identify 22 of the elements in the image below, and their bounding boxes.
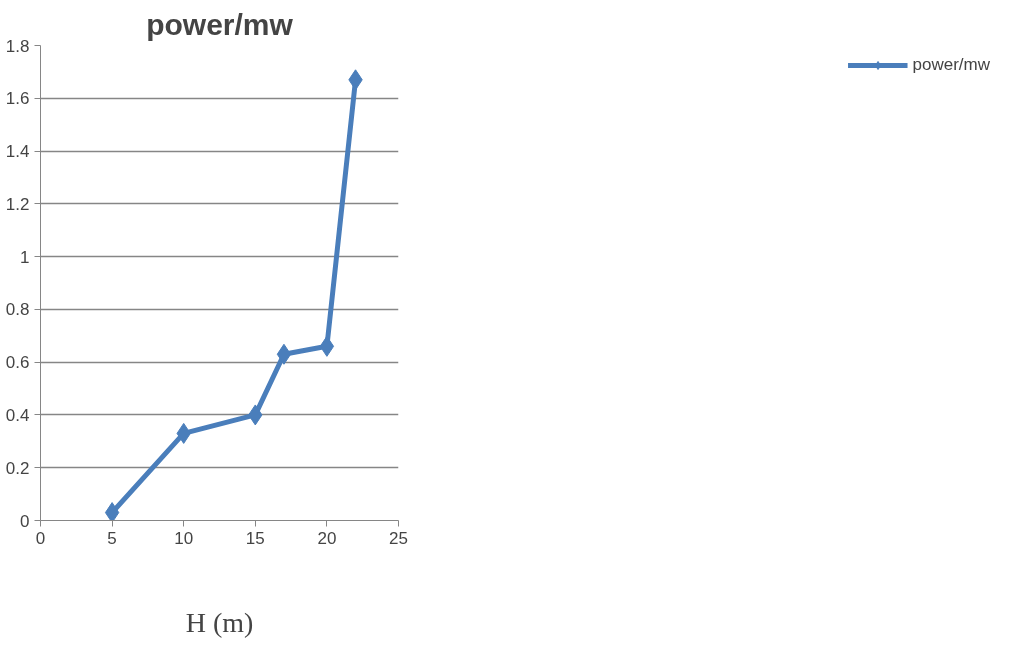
y-tick-label: 1.8 — [5, 36, 30, 56]
point — [276, 343, 292, 365]
x-tick-label: 0 — [35, 528, 46, 548]
y-tick-label: 0.8 — [5, 300, 30, 320]
y-tick-label: 1.4 — [5, 142, 30, 162]
chart-title: power/mw — [146, 7, 294, 41]
y-tick-label: 0.6 — [5, 353, 30, 373]
y-tick-label: 1.2 — [5, 194, 30, 214]
x-tick-label: 5 — [107, 528, 117, 548]
y-tick-label: 0 — [20, 511, 30, 531]
y-tick-label: 1.6 — [5, 89, 30, 109]
y-tick-label: 1 — [20, 247, 30, 267]
x-tick-label: 10 — [174, 528, 194, 548]
x-axis-title: H (m) — [185, 606, 254, 638]
y-tick-label: 0.2 — [5, 458, 30, 478]
point — [319, 335, 335, 357]
y-tick-label: 0.4 — [5, 405, 30, 425]
x-tick-label: 20 — [317, 528, 337, 548]
x-tick-label: 15 — [245, 528, 265, 548]
point — [104, 502, 120, 521]
x-tick-label: 25 — [389, 528, 408, 548]
legend-label: power/mw — [912, 55, 990, 75]
